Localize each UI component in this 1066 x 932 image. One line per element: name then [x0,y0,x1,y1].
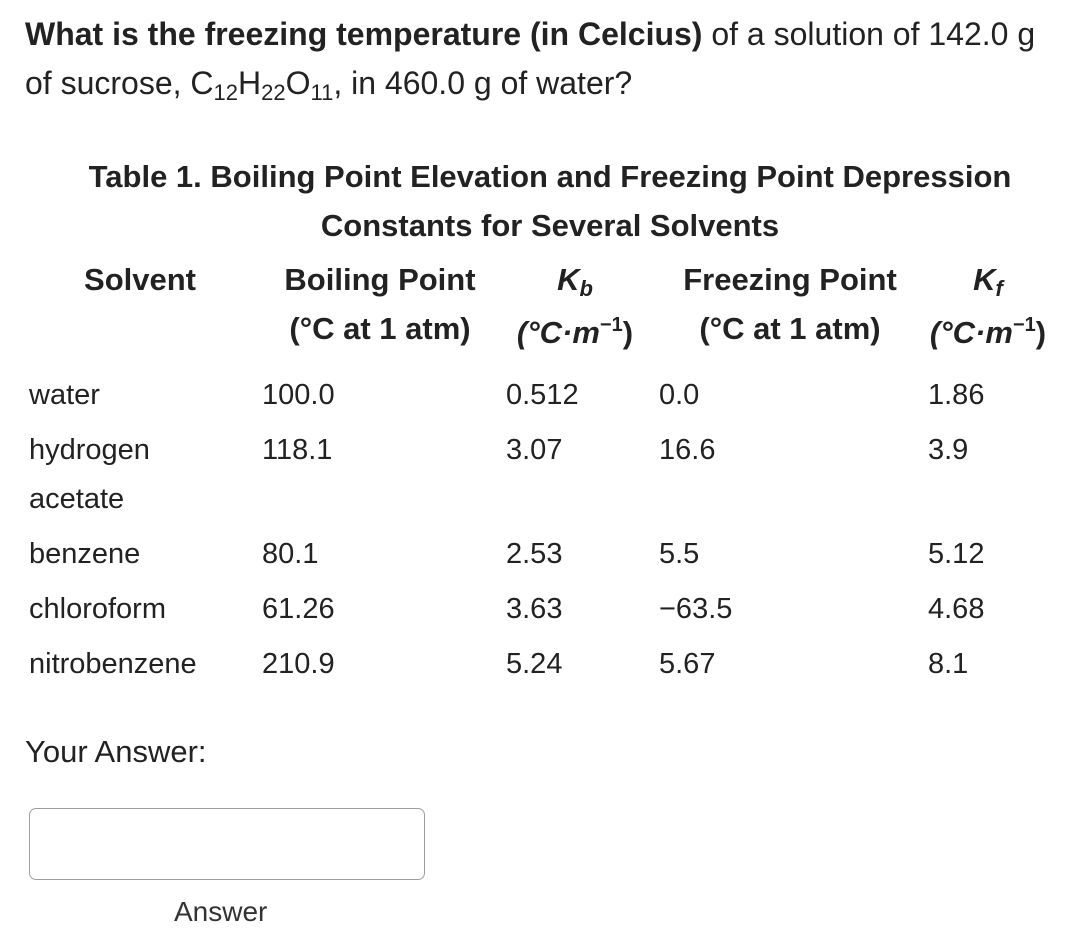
header-freezing-point: Freezing Point (°C at 1 atm) [672,255,908,353]
header-kb-sub: b [579,276,593,301]
header-kb: Kb (°C·m−1) [500,255,650,357]
cell-solvent-nitrobenzene: nitrobenzene [29,648,197,680]
cell-bp-nitrobenzene: 210.9 [262,648,335,680]
question-text: What is the freezing temperature (in Cel… [25,10,1055,108]
header-kb-unit-close: ) [622,315,634,350]
header-freezing-unit: (°C at 1 atm) [699,311,881,346]
cell-kb-hydrogen-acetate: 3.07 [506,434,563,466]
cell-bp-hydrogen-acetate: 118.1 [262,434,333,466]
answer-label: Your Answer: [25,734,207,769]
question-sub3: 11 [310,80,334,105]
cell-fp-hydrogen-acetate: 16.6 [659,434,716,466]
table-caption: Table 1. Boiling Point Elevation and Fre… [88,159,1012,243]
cell-fp-chloroform: −63.5 [659,593,733,625]
header-kf-unit: (°C·m [929,315,1013,350]
header-kb-unit: (°C·m [516,315,600,350]
cell-kb-chloroform: 3.63 [506,593,563,625]
cell-kb-water: 0.512 [506,379,579,411]
header-kf-unit-close: ) [1035,315,1047,350]
header-kb-unit-sup: −1 [599,314,623,336]
cell-fp-water: 0.0 [659,379,700,411]
header-kf-unit-sup: −1 [1012,314,1036,336]
answer-input[interactable] [29,808,425,880]
header-kf-sub: f [995,276,1003,301]
header-boiling-unit: (°C at 1 atm) [289,311,471,346]
cell-solvent-hydrogen-acetate: hydrogen [29,434,150,466]
question-sub2: 22 [261,80,286,105]
header-boiling-point-label: Boiling Point [284,262,476,297]
question-sub1: 12 [213,80,238,105]
cell-bp-water: 100.0 [262,379,335,411]
header-kf-symbol: K [973,262,996,297]
cell-kf-chloroform: 4.68 [928,593,985,625]
cell-kf-water: 1.86 [928,379,985,411]
header-solvent: Solvent [60,255,220,304]
question-part2: , in 460.0 g of water? [333,65,633,101]
question-h: H [238,65,262,101]
cell-kf-benzene: 5.12 [928,538,985,570]
cell-solvent-benzene: benzene [29,538,141,570]
cell-kb-nitrobenzene: 5.24 [506,648,563,680]
cell-solvent-chloroform: chloroform [29,593,166,625]
cell-fp-nitrobenzene: 5.67 [659,648,716,680]
cell-kb-benzene: 2.53 [506,538,563,570]
cell-kf-nitrobenzene: 8.1 [928,648,969,680]
header-solvent-label: Solvent [84,262,196,297]
cell-kf-hydrogen-acetate: 3.9 [928,434,969,466]
cell-bp-benzene: 80.1 [262,538,319,570]
question-o: O [285,65,311,101]
header-freezing-point-label: Freezing Point [683,262,897,297]
header-boiling-point: Boiling Point (°C at 1 atm) [268,255,492,353]
header-kb-symbol: K [557,262,580,297]
cell-solvent-water: water [29,379,100,411]
cell-bp-chloroform: 61.26 [262,593,335,625]
cell-fp-benzene: 5.5 [659,538,700,570]
header-kf: Kf (°C·m−1) [918,255,1058,357]
question-bold: What is the freezing temperature (in Cel… [25,16,703,52]
answer-caption: Answer [174,896,268,927]
cell-solvent-hydrogen-acetate-line2: acetate [29,483,125,515]
question-part1: of a solution of 142.0 g of sucrose, C [25,16,1036,101]
